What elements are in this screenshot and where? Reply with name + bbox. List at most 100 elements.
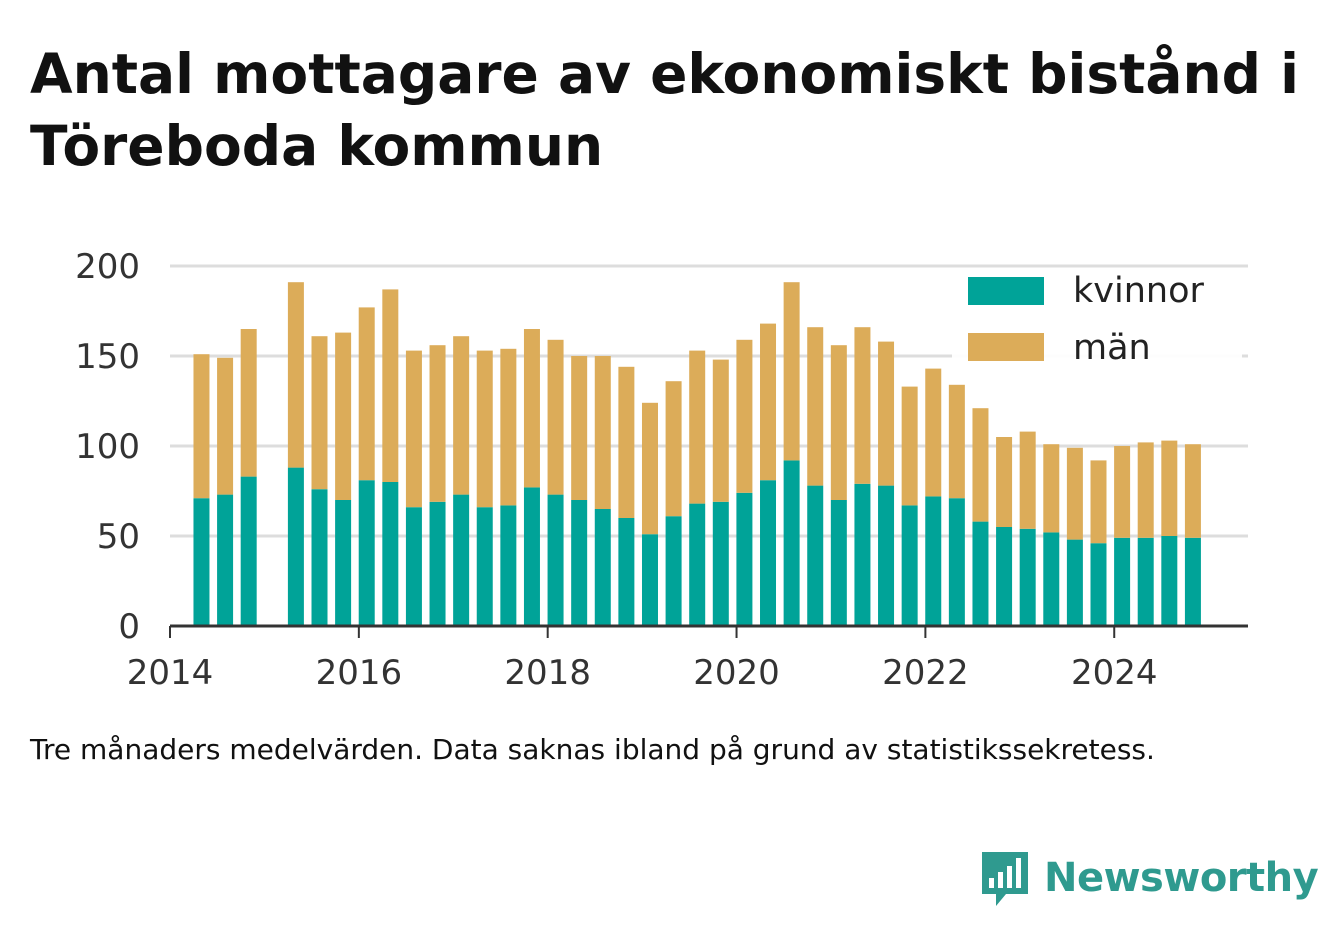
bar-man-2024-05 — [1137, 442, 1154, 538]
legend-label-kvinnor[interactable]: kvinnor — [1073, 271, 1204, 311]
chart-title: Antal mottagare av ekonomiskt bistånd i … — [30, 42, 1300, 178]
bar-man-2021-11 — [901, 386, 918, 506]
bar-kvinnor-2015-05 — [287, 467, 304, 626]
y-tick-label-100: 100 — [75, 427, 140, 467]
bar-man-2023-02 — [1019, 431, 1036, 529]
bar-man-2014-05 — [193, 354, 210, 499]
brand-name: Newsworthy — [1044, 855, 1319, 901]
bar-man-2024-11 — [1184, 444, 1201, 538]
bar-man-2015-05 — [287, 282, 304, 468]
bar-man-2024-08 — [1161, 440, 1178, 536]
legend-swatch-kvinnor — [968, 277, 1044, 305]
bar-man-2014-08 — [217, 357, 234, 495]
bar-man-2023-11 — [1090, 460, 1107, 544]
bar-kvinnor-2024-05 — [1137, 537, 1154, 626]
bar-kvinnor-2014-05 — [193, 498, 210, 626]
bar-man-2022-05 — [948, 384, 965, 499]
bar-kvinnor-2018-11 — [618, 518, 635, 626]
y-tick-label-0: 0 — [118, 607, 140, 647]
bar-man-2020-11 — [807, 327, 824, 486]
bar-man-2022-11 — [996, 437, 1013, 527]
bar-kvinnor-2016-05 — [382, 482, 399, 626]
bar-man-2017-05 — [476, 350, 493, 508]
bar-man-2017-11 — [523, 329, 540, 488]
bar-kvinnor-2017-08 — [500, 505, 517, 626]
bar-man-2018-11 — [618, 366, 635, 518]
bar-kvinnor-2021-11 — [901, 505, 918, 626]
bar-kvinnor-2018-02 — [547, 494, 564, 626]
bar-kvinnor-2020-05 — [760, 480, 777, 626]
y-tick-label-150: 150 — [75, 337, 140, 377]
x-tick-label-2014: 2014 — [127, 653, 214, 693]
bar-man-2015-08 — [311, 336, 328, 490]
bar-kvinnor-2024-02 — [1114, 537, 1131, 626]
bar-man-2018-02 — [547, 339, 564, 495]
bar-man-2014-11 — [240, 329, 257, 477]
x-tick-label-2016: 2016 — [316, 653, 403, 693]
bar-man-2016-05 — [382, 289, 399, 482]
bar-man-2018-08 — [594, 356, 611, 509]
bar-man-2023-08 — [1066, 447, 1083, 540]
bar-kvinnor-2022-08 — [972, 521, 989, 626]
bar-kvinnor-2016-08 — [405, 507, 422, 626]
bar-kvinnor-2022-02 — [925, 496, 942, 626]
bar-kvinnor-2021-08 — [878, 485, 895, 626]
bar-kvinnor-2019-02 — [641, 534, 658, 626]
bar-man-2019-05 — [665, 381, 682, 517]
bar-man-2019-02 — [641, 402, 658, 535]
bar-man-2024-02 — [1114, 446, 1131, 538]
bar-kvinnor-2023-05 — [1043, 532, 1060, 626]
bar-kvinnor-2023-08 — [1066, 539, 1083, 626]
x-tick-label-2024: 2024 — [1071, 653, 1158, 693]
bar-man-2023-05 — [1043, 444, 1060, 533]
bar-kvinnor-2024-11 — [1184, 537, 1201, 626]
bar-kvinnor-2017-05 — [476, 507, 493, 626]
bar-kvinnor-2020-11 — [807, 485, 824, 626]
bar-man-2020-05 — [760, 323, 777, 481]
bar-kvinnor-2020-08 — [783, 460, 800, 626]
legend-label-man[interactable]: män — [1073, 328, 1151, 368]
bar-man-2021-08 — [878, 341, 895, 486]
x-tick-label-2020: 2020 — [693, 653, 780, 693]
bar-kvinnor-2023-11 — [1090, 543, 1107, 626]
bar-man-2017-08 — [500, 348, 517, 506]
bar-kvinnor-2020-02 — [736, 492, 753, 626]
bar-man-2022-08 — [972, 408, 989, 522]
bar-man-2016-08 — [405, 350, 422, 508]
brand-logo[interactable]: Newsworthy — [980, 848, 1319, 908]
footnote: Tre månaders medelvärden. Data saknas ib… — [30, 733, 1155, 766]
y-tick-label-200: 200 — [75, 247, 140, 287]
bar-man-2015-11 — [335, 332, 352, 500]
bar-man-2020-08 — [783, 282, 800, 461]
bar-man-2021-05 — [854, 327, 871, 484]
bar-kvinnor-2017-11 — [523, 487, 540, 626]
bar-chart-speech-icon — [982, 852, 1028, 906]
bar-man-2017-02 — [453, 336, 470, 495]
bar-kvinnor-2019-08 — [689, 503, 706, 626]
bar-kvinnor-2014-11 — [240, 476, 257, 626]
bar-kvinnor-2021-02 — [830, 500, 847, 626]
legend: kvinnor män — [952, 268, 1242, 378]
bar-kvinnor-2016-02 — [358, 480, 375, 626]
bar-kvinnor-2021-05 — [854, 483, 871, 626]
bar-man-2019-08 — [689, 350, 706, 504]
bar-kvinnor-2024-08 — [1161, 536, 1178, 626]
axes: 0 50 100 150 200 2014 2016 2018 2020 2022 2024 — [75, 247, 1248, 693]
bar-man-2021-02 — [830, 345, 847, 500]
bar-kvinnor-2022-11 — [996, 527, 1013, 626]
x-tick-label-2022: 2022 — [882, 653, 969, 693]
y-tick-label-50: 50 — [97, 517, 140, 557]
bar-kvinnor-2015-11 — [335, 500, 352, 626]
bars — [193, 282, 1201, 626]
bar-man-2018-05 — [571, 356, 588, 500]
bar-kvinnor-2018-05 — [571, 500, 588, 626]
bar-kvinnor-2019-05 — [665, 516, 682, 626]
bar-kvinnor-2014-08 — [217, 494, 234, 626]
x-tick-label-2018: 2018 — [504, 653, 591, 693]
bar-man-2016-02 — [358, 307, 375, 481]
bar-kvinnor-2016-11 — [429, 501, 446, 626]
bar-kvinnor-2022-05 — [948, 498, 965, 626]
bar-man-2016-11 — [429, 345, 446, 502]
bar-kvinnor-2018-08 — [594, 509, 611, 626]
